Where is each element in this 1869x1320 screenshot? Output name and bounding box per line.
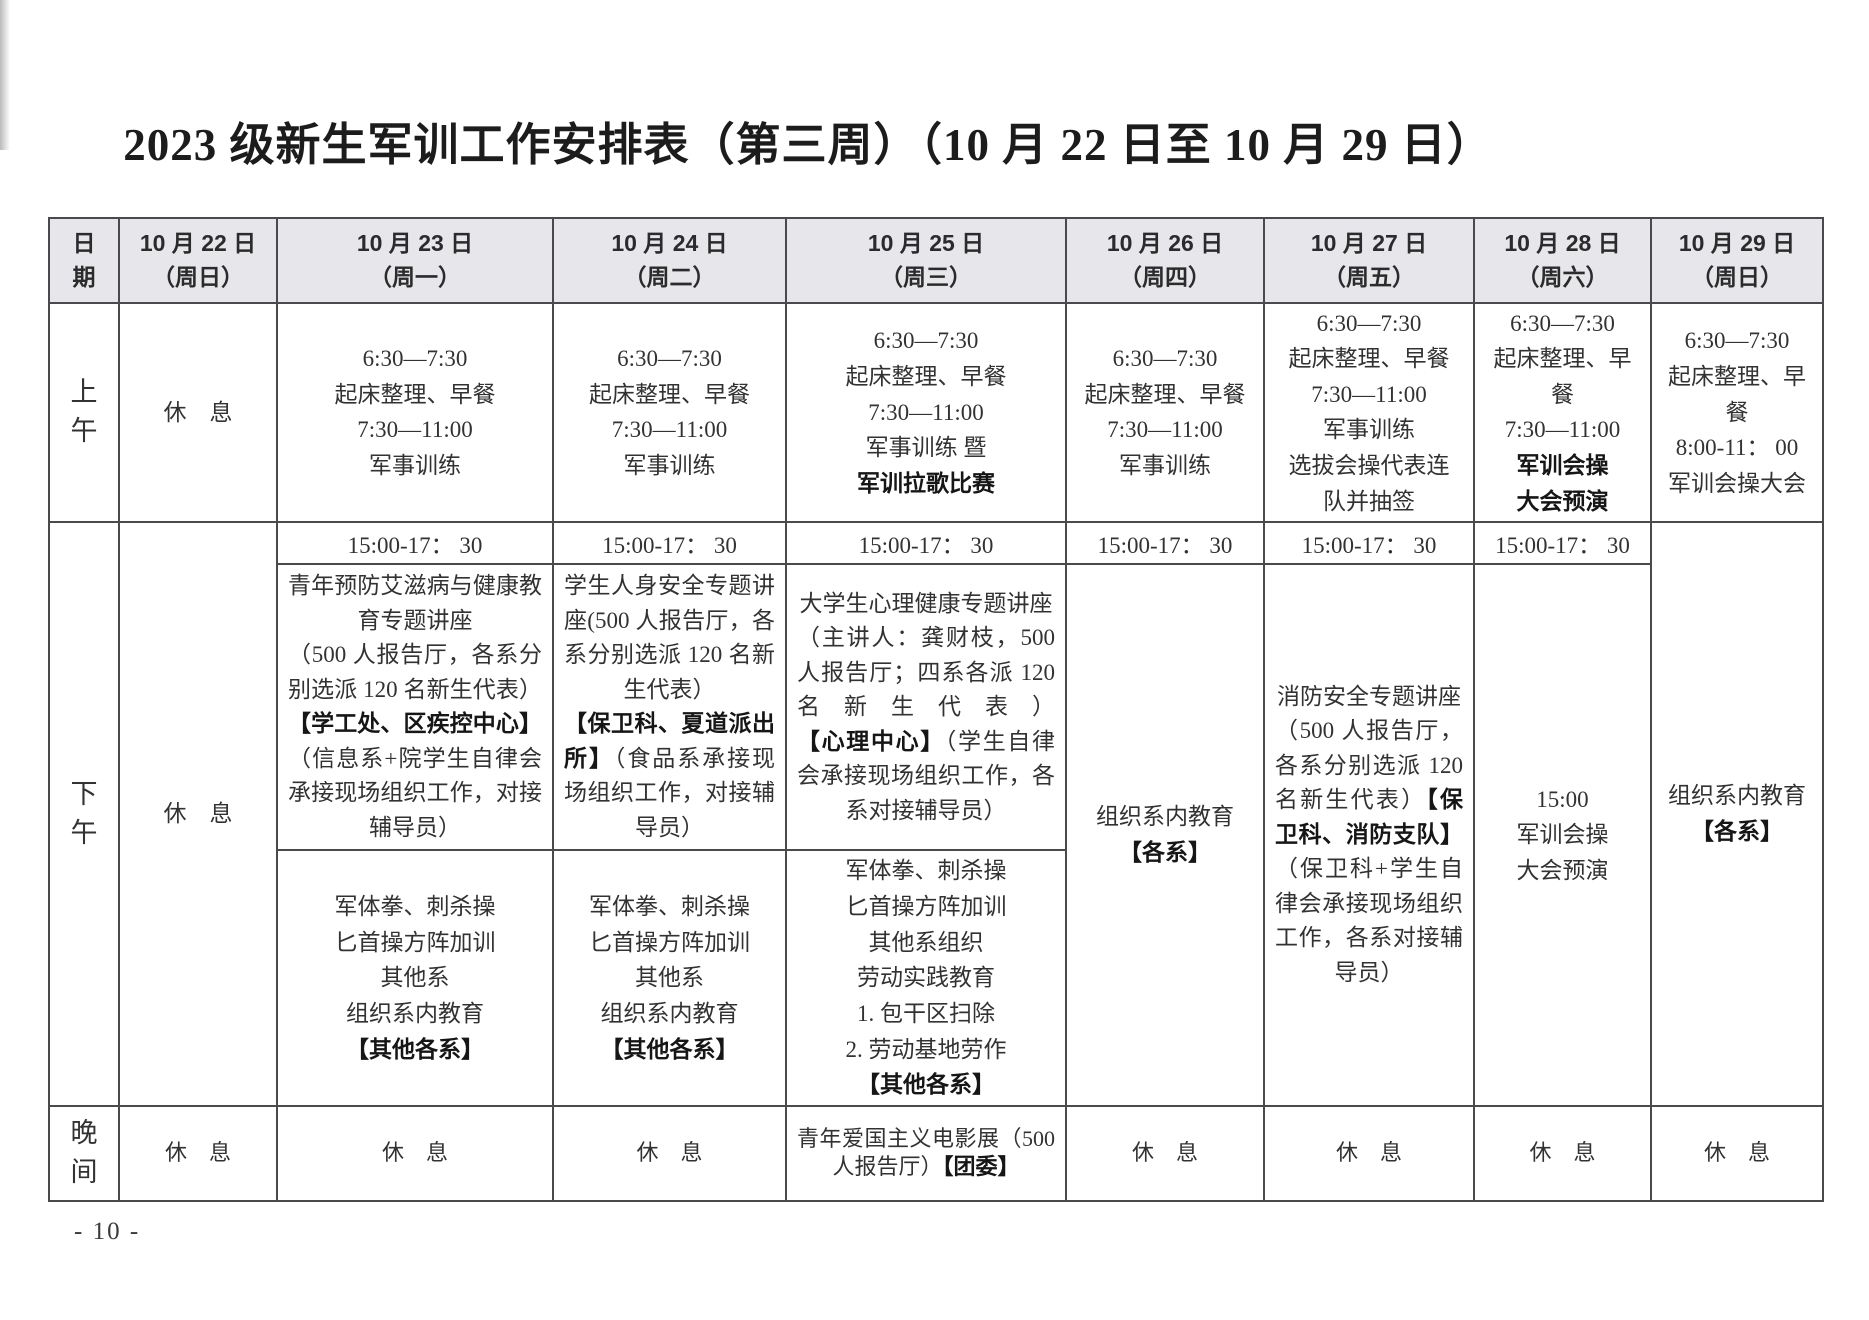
- header-weekday: （周二）: [623, 264, 716, 290]
- cell-evening-oct27: 休 息: [1263, 1104, 1475, 1202]
- time-slot-oct28: 15:00-17： 30: [1473, 521, 1652, 566]
- header-weekday: （周日）: [1691, 264, 1783, 290]
- cell-morning-oct23: 6:30—7:30 起床整理、早餐 7:30—11:00 军事训练: [276, 301, 554, 524]
- cell-evening-oct24: 休 息: [552, 1104, 787, 1202]
- header-day-oct24: 10 月 24 日 （周二）: [552, 216, 787, 304]
- time-slot-oct26: 15:00-17： 30: [1065, 521, 1265, 566]
- page-number: - 10 -: [74, 1217, 141, 1245]
- time-slot-oct27: 15:00-17： 30: [1263, 521, 1475, 566]
- cell-morning-oct26: 6:30—7:30 起床整理、早餐 7:30—11:00 军事训练: [1065, 301, 1265, 524]
- time-slot-oct25: 15:00-17： 30: [785, 521, 1067, 566]
- header-day-oct27: 10 月 27 日 （周五）: [1263, 216, 1475, 304]
- schedule-table: 日期 10 月 22 日 （周日） 10 月 23 日 （周一） 10 月 24…: [48, 216, 1824, 1202]
- header-day-oct29: 10 月 29 日 （周日）: [1650, 216, 1824, 304]
- header-day-oct22: 10 月 22 日 （周日）: [118, 216, 278, 304]
- header-date: 10 月 27 日: [1310, 229, 1428, 256]
- header-weekday: （周四）: [1119, 264, 1211, 290]
- time-slot-oct23: 15:00-17： 30: [276, 521, 554, 566]
- cell-evening-oct25: 青年爱国主义电影展（500 人报告厅）【团委】: [785, 1104, 1067, 1202]
- cell-afternoon-oct29: 组织系内教育 【各系】: [1650, 521, 1824, 1107]
- header-day-oct25: 10 月 25 日 （周三）: [785, 216, 1067, 304]
- header-date: 10 月 28 日: [1504, 229, 1621, 256]
- header-date: 10 月 29 日: [1678, 229, 1796, 256]
- cell-evening-oct23: 休 息: [276, 1104, 554, 1202]
- cell-afternoon-oct28: 15:00 军训会操 大会预演: [1473, 563, 1652, 1107]
- header-date: 10 月 26 日: [1106, 229, 1224, 256]
- cell-morning-oct24: 6:30—7:30 起床整理、早餐 7:30—11:00 军事训练: [552, 301, 787, 524]
- page-title: 2023 级新生军训工作安排表（第三周）（10 月 22 日至 10 月 29 …: [123, 120, 1493, 170]
- header-weekday: （周一）: [369, 264, 461, 290]
- time-slot-oct24: 15:00-17： 30: [552, 521, 787, 566]
- cell-afternoon-oct22: 休 息: [118, 521, 278, 1107]
- cell-evening-oct29: 休 息: [1650, 1104, 1824, 1202]
- row-label-evening: 晚间: [48, 1104, 120, 1202]
- header-weekday: （周日）: [152, 264, 244, 290]
- cell-afternoon-drill-oct25: 军体拳、刺杀操 匕首操方阵加训 其他系组织 劳动实践教育 1. 包干区扫除 2. 劳动基地…: [785, 849, 1067, 1107]
- cell-afternoon-oct26: 组织系内教育 【各系】: [1065, 563, 1265, 1107]
- cell-afternoon-lecture-oct25: 大学生心理健康专题讲座 （主讲人：龚财枝，500 人报告厅；四系各派 120 名新…: [785, 563, 1067, 852]
- header-weekday: （周三）: [880, 264, 972, 290]
- cell-afternoon-drill-oct23: 军体拳、刺杀操 匕首操方阵加训 其他系 组织系内教育 【其他各系】: [276, 849, 554, 1107]
- header-day-oct23: 10 月 23 日 （周一）: [276, 216, 554, 304]
- header-date: 10 月 23 日: [356, 229, 474, 256]
- row-label-afternoon: 下午: [48, 521, 120, 1107]
- header-date: 10 月 24 日: [611, 229, 728, 256]
- header-date: 10 月 22 日: [139, 229, 257, 256]
- cell-afternoon-oct27: 消防安全专题讲座 （500 人报告厅，各系分别选派 120 名新生代表）【保卫科、…: [1263, 563, 1475, 1107]
- header-weekday: （周五）: [1323, 264, 1415, 290]
- header-date-label: 日期: [48, 216, 120, 304]
- cell-morning-oct29: 6:30—7:30 起床整理、早餐 8:00-11： 00 军训会操大会: [1650, 301, 1824, 524]
- header-row: 日期 10 月 22 日 （周日） 10 月 23 日 （周一） 10 月 24…: [48, 216, 1824, 304]
- afternoon-time-row: 下午 休 息 15:00-17： 30 15:00-17： 30 15:00-1…: [48, 521, 1824, 1107]
- header-day-oct28: 10 月 28 日 （周六）: [1473, 216, 1652, 304]
- afternoon-upper-row: 青年预防艾滋病与健康教育专题讲座 （500 人报告厅，各系分别选派 120 名新生…: [49, 563, 1823, 1107]
- cell-afternoon-lecture-oct23: 青年预防艾滋病与健康教育专题讲座 （500 人报告厅，各系分别选派 120 名新生…: [276, 563, 554, 852]
- header-date: 10 月 25 日: [867, 229, 985, 256]
- row-label-morning: 上午: [48, 301, 120, 524]
- cell-morning-oct25: 6:30—7:30 起床整理、早餐 7:30—11:00 军事训练 暨军训拉歌比赛: [785, 301, 1067, 524]
- cell-afternoon-lecture-oct24: 学生人身安全专题讲座(500 人报告厅，各系分别选派 120 名新生代表） 【保卫…: [552, 563, 787, 852]
- afternoon-lower-row: 军体拳、刺杀操 匕首操方阵加训 其他系 组织系内教育 【其他各系】 军体拳、刺杀操 匕首操…: [49, 849, 1823, 1107]
- evening-row: 晚间 休 息 休 息 休 息 青年爱国主义电影展（500 人报告厅）【团委】 休…: [48, 1104, 1824, 1202]
- cell-evening-oct26: 休 息: [1065, 1104, 1265, 1202]
- cell-afternoon-drill-oct24: 军体拳、刺杀操 匕首操方阵加训 其他系 组织系内教育 【其他各系】: [552, 849, 787, 1107]
- morning-row: 上午 休 息 6:30—7:30 起床整理、早餐 7:30—11:00 军事训练 6:…: [48, 301, 1824, 524]
- scan-artifact: [0, 0, 10, 150]
- cell-morning-oct27: 6:30—7:30 起床整理、早餐 7:30—11:00 军事训练 选拔会操代表连 队并抽…: [1263, 301, 1475, 524]
- header-day-oct26: 10 月 26 日 （周四）: [1065, 216, 1265, 304]
- cell-morning-oct28: 6:30—7:30 起床整理、早餐 7:30—11:00 军训会操 大会预演: [1473, 301, 1652, 524]
- cell-morning-oct22: 休 息: [118, 301, 278, 524]
- header-weekday: （周六）: [1516, 264, 1609, 290]
- cell-evening-oct28: 休 息: [1473, 1104, 1652, 1202]
- cell-evening-oct22: 休 息: [118, 1104, 278, 1202]
